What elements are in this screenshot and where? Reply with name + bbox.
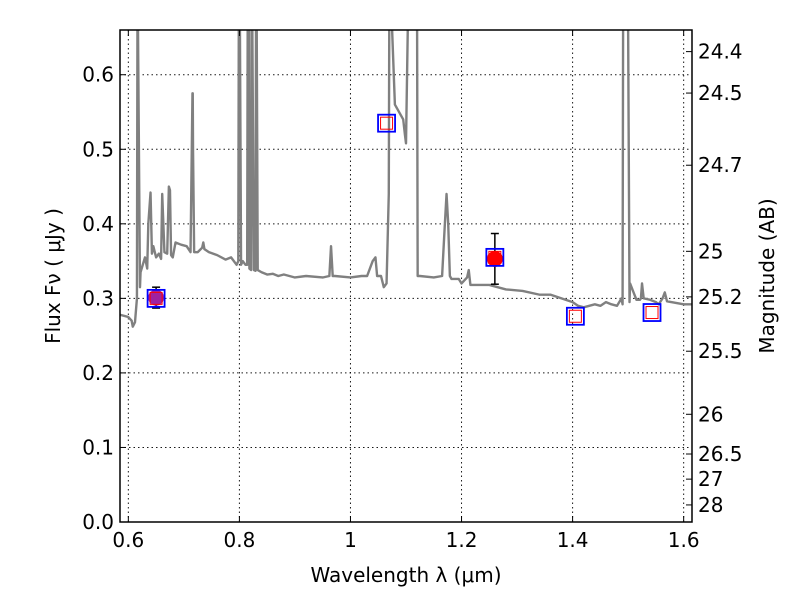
bandpass-box-inner: [380, 116, 394, 130]
y-tick-label: 0.5: [82, 137, 114, 161]
photometry-point: [486, 250, 503, 267]
y2-tick-label: 26.5: [698, 442, 743, 466]
y-tick-label: 0.6: [82, 63, 114, 87]
y-tick-label: 0.1: [82, 435, 114, 459]
x-axis-label: Wavelength λ (μm): [310, 563, 501, 587]
y2-tick-label: 28: [698, 493, 723, 517]
bandpass-box-outer: [377, 113, 396, 133]
y-tick-labels: 0.0 0.1 0.2 0.3 0.4 0.5 0.6: [82, 63, 114, 534]
bandpass-box-outer: [146, 288, 166, 308]
y2-tick-label: 27: [698, 467, 723, 491]
y2-tick-label: 24.4: [698, 40, 743, 64]
x-tick-label: 0.8: [223, 528, 255, 552]
x-tick-labels: 0.6 0.8 1 1.2 1.4 1.6: [112, 528, 699, 552]
x-tick-label: 1.4: [557, 528, 589, 552]
model-spectrum-line: [120, 30, 692, 328]
bandpass-box-inner: [488, 250, 502, 264]
bandpass-box-inner: [149, 291, 163, 305]
bandpass-box-inner: [568, 309, 582, 323]
bandpass-box-outer: [565, 306, 585, 326]
grid: [120, 30, 692, 523]
axis-ticks: [120, 30, 692, 523]
y2-tick-label: 24.5: [698, 81, 743, 105]
bandpass-box-outer: [485, 247, 505, 267]
y2-tick-label: 24.7: [698, 153, 743, 177]
x-tick-label: 1: [344, 528, 357, 552]
y-tick-label: 0.2: [82, 361, 114, 385]
y2-tick-label: 25: [698, 239, 723, 263]
x-tick-label: 1.2: [446, 528, 478, 552]
y2-tick-label: 26: [698, 402, 723, 426]
y2-tick-label: 25.5: [698, 339, 743, 363]
y-tick-label: 0.3: [82, 286, 114, 310]
x-tick-label: 0.6: [112, 528, 144, 552]
x-tick-label: 1.6: [668, 528, 700, 552]
y-tick-label: 0.0: [82, 510, 114, 534]
y2-axis-label: Magnitude (AB): [755, 198, 779, 353]
y-axis-label: Flux Fν ( μJy ): [41, 208, 65, 344]
bandpass-boxes: [146, 113, 662, 326]
bandpass-box-outer: [642, 303, 662, 322]
bandpass-box-inner: [645, 306, 659, 320]
y-tick-label: 0.4: [82, 212, 114, 236]
y2-tick-label: 25.2: [698, 285, 743, 309]
plot-frame: [119, 29, 693, 523]
